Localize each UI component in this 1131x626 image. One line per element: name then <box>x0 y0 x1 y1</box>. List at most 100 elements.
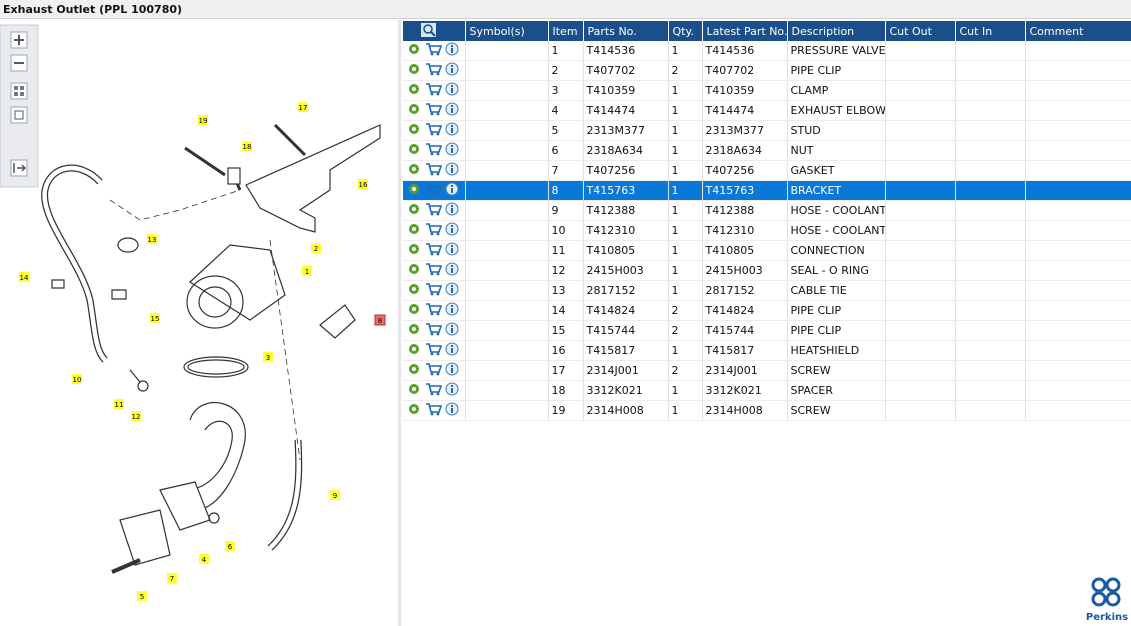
cart-icon[interactable] <box>426 323 443 336</box>
info-icon[interactable] <box>445 242 459 256</box>
column-header[interactable]: Item <box>548 21 584 41</box>
info-icon[interactable] <box>445 402 459 416</box>
gear-icon[interactable] <box>409 384 419 394</box>
table-row[interactable]: 9 T412388 1 T412388 HOSE - COOLANT <box>403 200 1131 221</box>
gear-icon[interactable] <box>409 284 419 294</box>
callout[interactable]: 19 <box>198 115 208 125</box>
info-icon[interactable] <box>445 102 459 116</box>
gear-icon[interactable] <box>409 304 419 314</box>
info-icon[interactable] <box>445 122 459 136</box>
cart-icon[interactable] <box>426 143 443 156</box>
gear-icon[interactable] <box>409 164 419 174</box>
info-icon[interactable] <box>445 42 459 56</box>
table-row[interactable]: 15 T415744 2 T415744 PIPE CLIP <box>403 320 1131 341</box>
table-row[interactable]: 14 T414824 2 T414824 PIPE CLIP <box>403 300 1131 321</box>
gear-icon[interactable] <box>409 244 419 254</box>
info-icon[interactable] <box>445 62 459 76</box>
info-icon[interactable] <box>445 142 459 156</box>
table-row[interactable]: 1 T414536 1 T414536 PRESSURE VALVE <box>403 41 1131 61</box>
cart-icon[interactable] <box>426 163 443 176</box>
callout[interactable]: 7 <box>167 573 177 583</box>
fit-all[interactable] <box>10 82 28 100</box>
gear-icon[interactable] <box>409 224 419 234</box>
info-icon[interactable] <box>445 222 459 236</box>
callout[interactable]: 17 <box>298 102 308 112</box>
export[interactable] <box>10 159 28 177</box>
info-icon[interactable] <box>445 342 459 356</box>
info-icon[interactable] <box>445 82 459 96</box>
info-icon[interactable] <box>445 302 459 316</box>
callout[interactable]: 18 <box>242 141 252 151</box>
actual-size[interactable] <box>10 106 28 124</box>
column-header[interactable]: Parts No. <box>583 21 669 41</box>
table-row[interactable]: 4 T414474 1 T414474 EXHAUST ELBOW <box>403 100 1131 121</box>
cart-icon[interactable] <box>426 43 443 56</box>
gear-icon[interactable] <box>409 264 419 274</box>
info-icon[interactable] <box>445 382 459 396</box>
column-header[interactable]: Cut Out <box>885 21 956 41</box>
callout[interactable]: 11 <box>114 399 124 409</box>
cart-icon[interactable] <box>426 123 443 136</box>
gear-icon[interactable] <box>409 124 419 134</box>
splitter[interactable] <box>398 20 401 626</box>
gear-icon[interactable] <box>409 144 419 154</box>
gear-icon[interactable] <box>409 324 419 334</box>
callout[interactable]: 2 <box>311 243 321 253</box>
cart-icon[interactable] <box>426 103 443 116</box>
search-column-header[interactable] <box>403 21 466 41</box>
gear-icon[interactable] <box>409 404 419 414</box>
column-header[interactable]: Qty. <box>668 21 703 41</box>
cart-icon[interactable] <box>426 263 443 276</box>
info-icon[interactable] <box>445 262 459 276</box>
column-header[interactable]: Symbol(s) <box>465 21 549 41</box>
column-header[interactable]: Latest Part No. <box>702 21 788 41</box>
callout[interactable]: 9 <box>330 490 340 500</box>
table-row[interactable]: 3 T410359 1 T410359 CLAMP <box>403 80 1131 101</box>
cart-icon[interactable] <box>426 243 443 256</box>
callout[interactable]: 3 <box>263 352 273 362</box>
cart-icon[interactable] <box>426 343 443 356</box>
gear-icon[interactable] <box>409 364 419 374</box>
column-header[interactable]: Cut In <box>955 21 1026 41</box>
table-row[interactable]: 13 2817152 1 2817152 CABLE TIE <box>403 280 1131 301</box>
info-icon[interactable] <box>445 202 459 216</box>
table-row[interactable]: 12 2415H003 1 2415H003 SEAL - O RING <box>403 260 1131 281</box>
callout[interactable]: 16 <box>358 179 368 189</box>
table-row[interactable]: 17 2314J001 2 2314J001 SCREW <box>403 360 1131 381</box>
table-row[interactable]: 6 2318A634 1 2318A634 NUT <box>403 140 1131 161</box>
gear-icon[interactable] <box>409 184 419 194</box>
callout[interactable]: 5 <box>137 591 147 601</box>
info-icon[interactable] <box>445 182 459 196</box>
gear-icon[interactable] <box>409 84 419 94</box>
cart-icon[interactable] <box>426 223 443 236</box>
column-header[interactable]: Description <box>787 21 886 41</box>
cart-icon[interactable] <box>426 303 443 316</box>
table-row[interactable]: 16 T415817 1 T415817 HEATSHIELD <box>403 340 1131 361</box>
gear-icon[interactable] <box>409 44 419 54</box>
info-icon[interactable] <box>445 322 459 336</box>
callout[interactable]: 6 <box>225 541 235 551</box>
callout[interactable]: 4 <box>199 554 209 564</box>
table-row[interactable]: 18 3312K021 1 3312K021 SPACER <box>403 380 1131 401</box>
cart-icon[interactable] <box>426 403 443 416</box>
table-row[interactable]: 2 T407702 2 T407702 PIPE CLIP <box>403 60 1131 81</box>
cart-icon[interactable] <box>426 383 443 396</box>
gear-icon[interactable] <box>409 204 419 214</box>
table-row[interactable]: 7 T407256 1 T407256 GASKET <box>403 160 1131 181</box>
cart-icon[interactable] <box>426 183 443 196</box>
cart-icon[interactable] <box>426 203 443 216</box>
gear-icon[interactable] <box>409 344 419 354</box>
callout[interactable]: 1 <box>302 266 312 276</box>
cart-icon[interactable] <box>426 83 443 96</box>
callout[interactable]: 12 <box>131 411 141 421</box>
callout[interactable]: 8 <box>374 314 386 326</box>
zoom-out[interactable] <box>10 54 28 72</box>
cart-icon[interactable] <box>426 283 443 296</box>
gear-icon[interactable] <box>409 64 419 74</box>
info-icon[interactable] <box>445 362 459 376</box>
table-row[interactable]: 10 T412310 1 T412310 HOSE - COOLANT <box>403 220 1131 241</box>
gear-icon[interactable] <box>409 104 419 114</box>
table-row[interactable]: 11 T410805 1 T410805 CONNECTION <box>403 240 1131 261</box>
cart-icon[interactable] <box>426 363 443 376</box>
zoom-in[interactable] <box>10 31 28 49</box>
